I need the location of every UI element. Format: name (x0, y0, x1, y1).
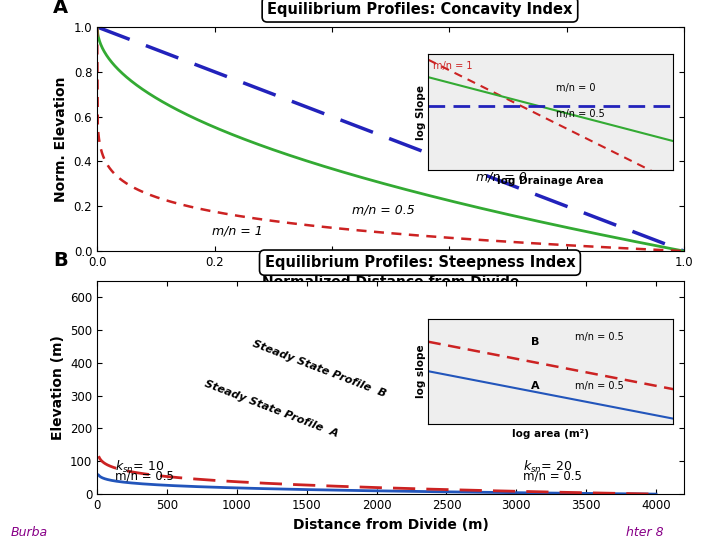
Text: Steady State Profile  B: Steady State Profile B (251, 339, 387, 399)
Y-axis label: log Slope: log Slope (415, 85, 426, 139)
Text: B: B (531, 337, 539, 347)
Text: A: A (531, 381, 540, 391)
Text: B: B (53, 251, 68, 270)
Text: m/n = 0.5: m/n = 0.5 (523, 469, 582, 482)
Text: m/n = 0.5: m/n = 0.5 (556, 109, 605, 119)
Text: Equilibrium Profiles: Steepness Index: Equilibrium Profiles: Steepness Index (265, 255, 575, 270)
Y-axis label: Elevation (m): Elevation (m) (50, 335, 65, 440)
Text: m/n = 0.5: m/n = 0.5 (575, 332, 624, 342)
Text: Steady State Profile  A: Steady State Profile A (203, 378, 340, 438)
Text: A: A (53, 0, 68, 17)
Text: Equilibrium Profiles: Concavity Index: Equilibrium Profiles: Concavity Index (267, 2, 572, 17)
Text: $k_{sn}$= 10: $k_{sn}$= 10 (115, 458, 165, 475)
Text: m/n = 0: m/n = 0 (556, 83, 595, 93)
X-axis label: log Drainage Area: log Drainage Area (498, 176, 604, 186)
Text: hter 8: hter 8 (626, 525, 664, 539)
Y-axis label: log slope: log slope (415, 345, 426, 398)
Text: m/n = 0.5: m/n = 0.5 (353, 203, 415, 216)
Text: $k_{sn}$= 20: $k_{sn}$= 20 (523, 458, 572, 475)
Text: m/n = 1: m/n = 1 (433, 61, 473, 71)
Y-axis label: Norm. Elevation: Norm. Elevation (54, 76, 68, 202)
X-axis label: log area (m²): log area (m²) (513, 429, 589, 440)
Text: Burba: Burba (11, 525, 48, 539)
Text: m/n = 0: m/n = 0 (476, 171, 526, 184)
X-axis label: Distance from Divide (m): Distance from Divide (m) (292, 517, 489, 531)
Text: m/n = 0.5: m/n = 0.5 (575, 381, 624, 391)
Text: m/n = 1: m/n = 1 (212, 224, 262, 237)
X-axis label: Normalized Distance from Divide: Normalized Distance from Divide (262, 274, 519, 288)
Text: m/n = 0.5: m/n = 0.5 (115, 469, 174, 482)
